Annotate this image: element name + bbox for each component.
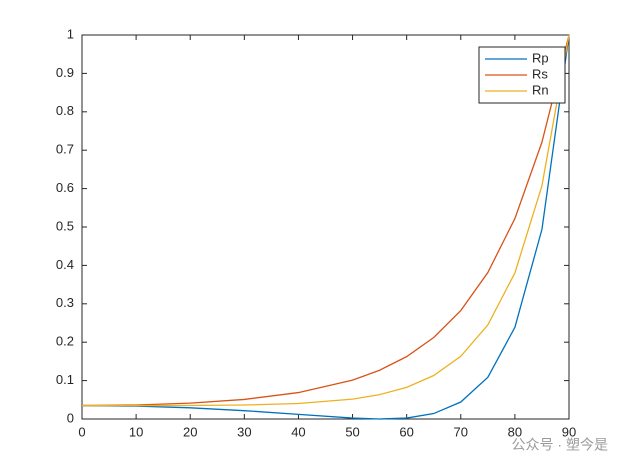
x-tick-label: 50 xyxy=(345,424,359,439)
x-tick-label: 0 xyxy=(78,424,85,439)
y-tick-label: 0 xyxy=(67,410,74,425)
y-tick-label: 0.9 xyxy=(56,65,74,80)
y-tick-label: 0.7 xyxy=(56,142,74,157)
x-tick-label: 40 xyxy=(291,424,305,439)
x-tick-label: 60 xyxy=(399,424,413,439)
y-tick-label: 0.1 xyxy=(56,372,74,387)
x-tick-label: 70 xyxy=(454,424,468,439)
line-series xyxy=(81,34,570,420)
x-tick-label: 10 xyxy=(129,424,143,439)
x-tick-label: 90 xyxy=(562,424,576,439)
x-tick-label: 80 xyxy=(508,424,522,439)
y-tick-label: 0.4 xyxy=(56,257,74,272)
watermark: 公众号 · 塑今是 xyxy=(512,437,608,453)
legend-label: Rs xyxy=(532,66,548,81)
y-tick-label: 0.5 xyxy=(56,218,74,233)
y-tick-label: 0.8 xyxy=(56,103,74,118)
y-tick-label: 0.6 xyxy=(56,180,74,195)
y-tick-label: 0.2 xyxy=(56,334,74,349)
y-tick-label: 1 xyxy=(67,26,74,41)
legend-label: Rp xyxy=(532,50,549,65)
line-series xyxy=(81,34,570,407)
x-tick-label: 30 xyxy=(237,424,251,439)
legend-label: Rn xyxy=(532,82,549,97)
x-tick-label: 20 xyxy=(183,424,197,439)
y-tick-label: 0.3 xyxy=(56,295,74,310)
line-series xyxy=(82,34,570,407)
